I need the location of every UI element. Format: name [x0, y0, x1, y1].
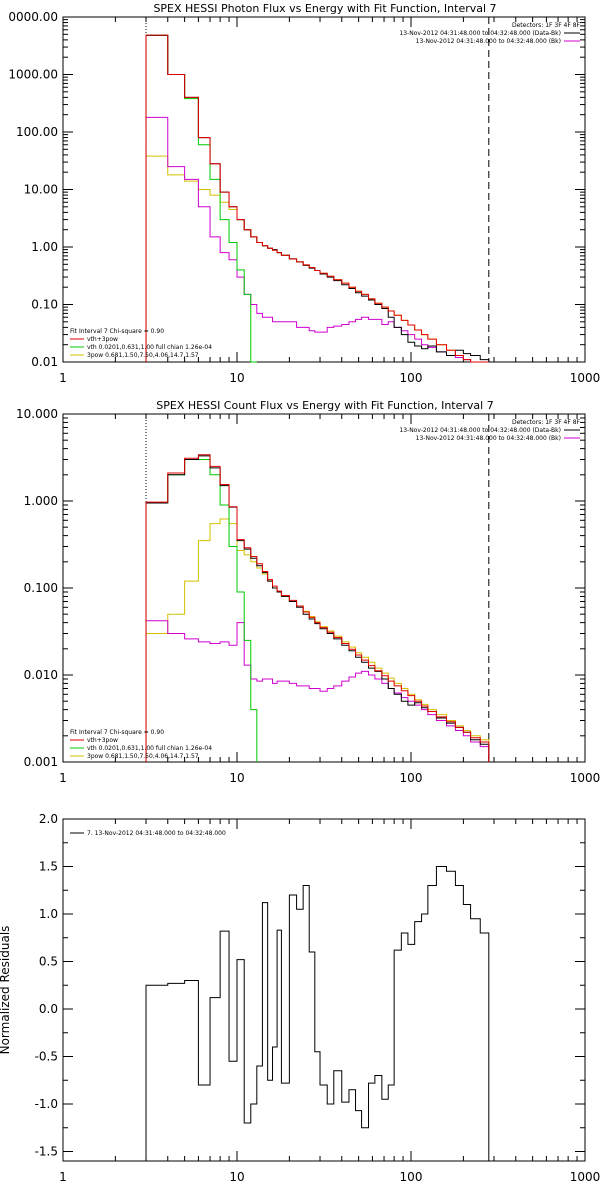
- legend-entry-pow: 3pow 0.681,1.50,7.50,4.06,14.7,1.57: [87, 352, 199, 359]
- x-tick-label: 1: [59, 1170, 67, 1184]
- series-line-pow: [145, 155, 489, 363]
- y-tick-label: 0.5: [39, 955, 58, 969]
- y-tick-labels: -1.5 -1.0 -0.5 0.0 0.5 1.0 1.5 2.0: [35, 812, 58, 1159]
- y-tick-label: 0.001: [24, 755, 58, 769]
- x-tick-labels: 1 10 100 1000: [59, 371, 600, 385]
- y-axis-label: Normalized Residuals: [0, 926, 12, 1055]
- panel-photon-flux: SPEX HESSI Photon Flux vs Energy with Fi…: [8, 2, 600, 385]
- y-tick-label: -1.5: [35, 1145, 58, 1159]
- plot-frame: [62, 16, 586, 363]
- x-tick-labels: 1 10 100 1000: [59, 1170, 600, 1184]
- chart-title: SPEX HESSI Photon Flux vs Energy with Fi…: [153, 2, 496, 15]
- series-group: [145, 17, 490, 363]
- y-tick-label: 10.00: [24, 183, 58, 197]
- x-tick-label: 1000: [570, 1170, 600, 1184]
- panel-residuals: -1.5 -1.0 -0.5 0.0 0.5 1.0 1.5 2.0 1 10 …: [0, 812, 600, 1184]
- y-tick-label: 0000.00: [8, 10, 58, 24]
- y-tick-label: 10.000: [16, 407, 58, 421]
- x-tick-label: 1: [59, 371, 67, 385]
- legend-bottom: Fit Interval 7 Chi-square = 0.90 vth+3po…: [70, 328, 212, 359]
- series-line-vth: [145, 34, 257, 363]
- y-tick-label: 1.000: [24, 494, 58, 508]
- series-group: [145, 866, 490, 1161]
- y-tick-label: 1.00: [31, 240, 58, 254]
- legend: 7. 13-Nov-2012 04:31:48.000 to 04:32:48.…: [70, 830, 226, 837]
- legend-entry-vth: vth 0.0201,0.631,1.00 full chian 1.26e-0…: [87, 344, 212, 351]
- legend-top: Detectors: 1F 3F 4F 8F 13-Nov-2012 04:31…: [399, 419, 580, 442]
- y-tick-label: 1.0: [39, 907, 58, 921]
- series-line-data: [145, 455, 490, 762]
- chart-title: SPEX HESSI Count Flux vs Energy with Fit…: [156, 399, 493, 412]
- x-tick-labels: 1 10 100 1000: [59, 771, 600, 785]
- series-line-total: [145, 34, 489, 363]
- x-tick-label: 1000: [570, 771, 600, 785]
- series-line-pow: [145, 518, 490, 762]
- panel-count-flux: SPEX HESSI Count Flux vs Energy with Fit…: [16, 399, 600, 785]
- legend-detectors: Detectors: 1F 3F 4F 8F: [512, 22, 581, 29]
- series-line-vth: [145, 458, 258, 762]
- legend-detectors: Detectors: 1F 3F 4F 8F: [512, 419, 581, 426]
- axis-ticks: [62, 818, 585, 1161]
- y-tick-label: -1.0: [35, 1097, 58, 1111]
- x-tick-label: 100: [400, 1170, 423, 1184]
- plot-frame: [62, 818, 586, 1162]
- y-tick-label: 100.00: [16, 125, 58, 139]
- legend-entry-vth: vth 0.0201,0.631,1.00 full chian 1.26e-0…: [87, 745, 212, 752]
- y-tick-label: 0.100: [24, 581, 58, 595]
- y-tick-labels: 0.01 0.10 1.00 10.00 100.00 1000.00 0000…: [8, 10, 58, 369]
- legend-entry-data: 13-Nov-2012 04:31:48.000 to 04:32:48.000…: [399, 427, 561, 434]
- legend-entry-bk: 13-Nov-2012 04:31:48.000 to 04:32:48.000…: [416, 435, 561, 442]
- legend-entry-pow: 3pow 0.681,1.50,7.50,4.06,14.7,1.57: [87, 753, 199, 760]
- series-line-total: [145, 454, 490, 762]
- y-tick-label: -0.5: [35, 1050, 58, 1064]
- legend-top: Detectors: 1F 3F 4F 8F 13-Nov-2012 04:31…: [399, 22, 580, 45]
- y-tick-label: 1.5: [39, 860, 58, 874]
- y-tick-label: 2.0: [39, 812, 58, 826]
- x-tick-label: 10: [229, 1170, 244, 1184]
- y-tick-label: 0.01: [31, 355, 58, 369]
- legend-bottom: Fit Interval 7 Chi-square = 0.90 vth+3po…: [70, 729, 212, 760]
- y-tick-label: 0.0: [39, 1002, 58, 1016]
- legend-entry-bk: 13-Nov-2012 04:31:48.000 to 04:32:48.000…: [416, 38, 561, 45]
- series-line-data: [145, 34, 490, 362]
- legend-entry-residuals: 7. 13-Nov-2012 04:31:48.000 to 04:32:48.…: [87, 830, 226, 837]
- x-tick-label: 1: [59, 771, 67, 785]
- y-tick-label: 0.010: [24, 668, 58, 682]
- series-line-bk: [145, 620, 490, 762]
- plot-frame: [62, 413, 586, 763]
- legend-fit-interval: Fit Interval 7 Chi-square = 0.90: [70, 729, 164, 736]
- y-tick-label: 0.10: [31, 298, 58, 312]
- series-line-residuals: [145, 866, 490, 1161]
- x-tick-label: 10: [229, 771, 244, 785]
- y-tick-labels: 0.001 0.010 0.100 1.000 10.000: [16, 407, 58, 769]
- x-tick-label: 1000: [570, 371, 600, 385]
- axis-ticks: [62, 414, 585, 763]
- x-tick-label: 100: [400, 371, 423, 385]
- x-tick-label: 10: [229, 371, 244, 385]
- y-tick-label: 1000.00: [8, 68, 58, 82]
- legend-entry-total: vth+3pow: [87, 336, 118, 343]
- series-group: [145, 414, 490, 762]
- legend-entry-data: 13-Nov-2012 04:31:48.000 to 04:32:48.000…: [399, 30, 561, 37]
- x-tick-label: 100: [400, 771, 423, 785]
- axis-ticks: [62, 17, 585, 363]
- legend-entry-total: vth+3pow: [87, 737, 118, 744]
- legend-fit-interval: Fit Interval 7 Chi-square = 0.90: [70, 328, 164, 335]
- series-line-bk: [145, 116, 489, 363]
